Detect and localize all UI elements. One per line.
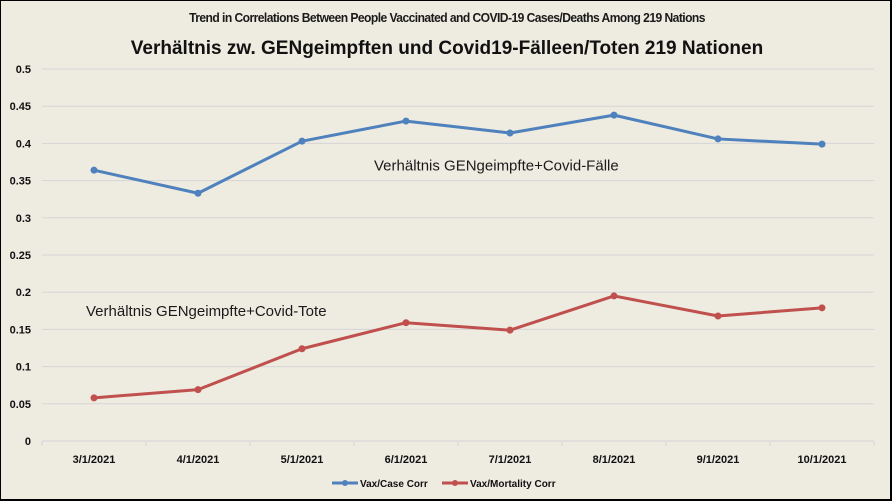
y-tick-label: 0.1: [16, 362, 31, 374]
data-point: [194, 189, 202, 197]
x-tick-label: 10/1/2021: [798, 454, 847, 466]
data-point: [610, 111, 618, 119]
data-point: [714, 312, 722, 320]
data-point: [818, 304, 826, 312]
y-tick-label: 0.2: [16, 287, 31, 299]
y-tick-label: 0: [25, 436, 31, 448]
y-tick-label: 0.15: [10, 324, 31, 336]
annotations: Verhältnis GENgeimpfte+Covid-Fälle Verhäl…: [86, 158, 619, 320]
y-tick-label: 0.45: [10, 101, 31, 113]
data-point: [90, 394, 98, 402]
annotation-label: Verhältnis GENgeimpfte+Covid-Fälle: [374, 158, 619, 175]
y-tick-label: 0.05: [10, 399, 31, 411]
y-tick-label: 0.4: [16, 138, 32, 150]
data-point: [298, 137, 306, 145]
series-vax-mortality-corr: [90, 292, 826, 402]
data-point: [610, 292, 618, 300]
legend-item: Vax/Case Corr: [332, 479, 428, 490]
chart-subtitle: Verhältnis zw. GENgeimpften und Covid19-…: [130, 38, 764, 59]
chart-title: Trend in Correlations Between People Vac…: [189, 10, 705, 25]
data-point: [714, 135, 722, 143]
legend: Vax/Case Corr Vax/Mortality Corr: [332, 479, 556, 490]
data-point: [298, 345, 306, 353]
x-tick-label: 7/1/2021: [489, 454, 532, 466]
legend-label: Vax/Case Corr: [360, 479, 428, 490]
y-tick-label: 0.25: [10, 250, 31, 262]
legend-item: Vax/Mortality Corr: [442, 479, 556, 490]
legend-marker: [342, 480, 348, 486]
series-vax-case-corr: [90, 111, 826, 197]
data-point: [90, 166, 98, 174]
gridlines: [42, 68, 874, 442]
series-line: [92, 294, 824, 400]
data-point: [818, 140, 826, 148]
y-tick-label: 0.5: [16, 64, 31, 76]
y-axis: 0 0.05 0.1 0.15 0.2 0.25 0.3 0.35 0.4 0.45 0.5: [10, 64, 32, 448]
series-line: [92, 113, 824, 195]
legend-label: Vax/Mortality Corr: [470, 479, 556, 490]
data-point: [194, 386, 202, 394]
x-tick-label: 9/1/2021: [697, 454, 740, 466]
series-layer: [90, 111, 826, 402]
legend-marker: [452, 480, 458, 486]
x-tick-label: 3/1/2021: [73, 454, 116, 466]
data-point: [402, 117, 410, 125]
x-tick-label: 6/1/2021: [385, 454, 428, 466]
y-tick-label: 0.35: [10, 176, 31, 188]
annotation-label: Verhältnis GENgeimpfte+Covid-Tote: [86, 303, 327, 320]
x-axis: 3/1/2021 4/1/2021 5/1/2021 6/1/2021 7/1/2021…: [41, 441, 875, 466]
data-point: [402, 319, 410, 327]
x-tick-label: 5/1/2021: [281, 454, 324, 466]
y-tick-label: 0.3: [16, 213, 31, 225]
x-tick-label: 4/1/2021: [177, 454, 220, 466]
data-point: [506, 326, 514, 334]
data-point: [506, 129, 514, 137]
x-tick-label: 8/1/2021: [593, 454, 636, 466]
